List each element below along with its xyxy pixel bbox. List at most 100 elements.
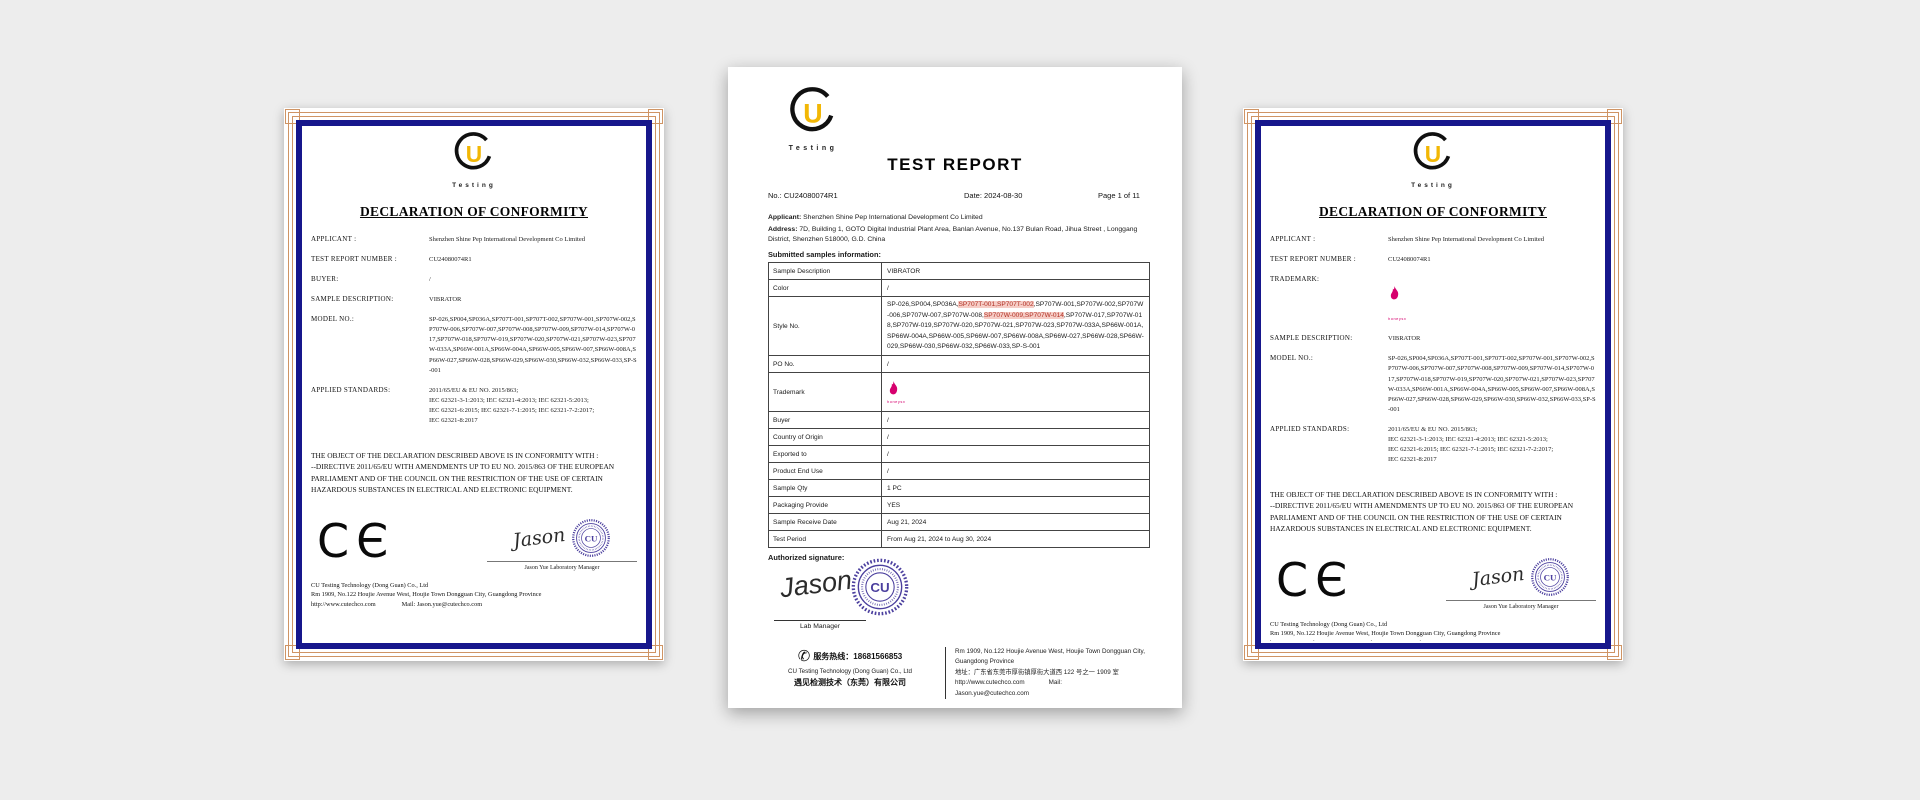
table-row: Packaging Provide YES [769, 497, 1149, 514]
table-row-trademark: Trademark honeysx [769, 373, 1149, 412]
frame-corner-ornament [648, 109, 663, 124]
certificate-footer: CU Testing Technology (Dong Guan) Co., L… [1270, 620, 1596, 641]
table-row: Sample Description VIBRATOR [769, 263, 1149, 280]
hotline: ✆ 服务热线：18681566853 [797, 648, 903, 665]
applicant-line: Applicant: Shenzhen Shine Pep Internatio… [768, 214, 983, 221]
cu-stamp-icon: CU [572, 518, 611, 557]
report-page: Page 1 of 11 [1098, 191, 1140, 200]
field-applied-standards: APPLIED STANDARDS: 2011/65/EU & EU NO. 2… [1270, 424, 1554, 463]
cu-testing-logo: U Testing [1270, 132, 1596, 189]
report-meta-row: No.: CU24080074R1 Date: 2024-08-30 Page … [768, 191, 1150, 200]
report-date: Date: 2024-08-30 [964, 191, 1023, 200]
table-row: Buyer / [769, 412, 1149, 429]
signature-jason: Jason [1470, 562, 1526, 591]
samples-table: Sample Description VIBRATOR Color / Style … [768, 262, 1150, 548]
field-report-number: TEST REPORT NUMBER : CU24080074R1 [311, 255, 472, 264]
footer-address: Rm 1909, No.122 Houjie Avenue West, Houj… [311, 591, 542, 599]
certificate-test-report: U Testing TEST REPORT No.: CU24080074R1 … [728, 67, 1182, 708]
svg-text:CU: CU [585, 533, 598, 543]
table-row: Color / [769, 280, 1149, 297]
cu-logo-icon: U [790, 87, 834, 132]
ornamental-frame [1251, 116, 1615, 653]
footer-company: CU Testing Technology (Dong Guan) Co., L… [1270, 620, 1388, 628]
table-row: PO No. / [769, 356, 1149, 373]
signature-caption: Lab Manager [774, 620, 866, 630]
footer-address-cn: 地址：广东省东莞市厚街镇厚街大道西 122 号之一 1909 室 [955, 668, 1119, 676]
trademark-caption: honeysx [887, 399, 906, 404]
field-sample-description: SAMPLE DESCRIPTION: VIBRATOR [311, 295, 462, 304]
footer-website: http://www.cutechco.com [955, 679, 1025, 687]
frame-corner-ornament [285, 645, 300, 660]
svg-text:CU: CU [1544, 572, 1557, 582]
table-row: Sample Receive Date Aug 21, 2024 [769, 514, 1149, 531]
report-no: No.: CU24080074R1 [768, 191, 838, 200]
footer-website: http://www.cutechco.com [311, 600, 376, 608]
certificate-footer: CU Testing Technology (Dong Guan) Co., L… [311, 581, 637, 609]
footer-mail: Mail: Jason.yue@cutechco.com [955, 679, 1062, 697]
svg-text:CU: CU [870, 580, 889, 595]
flame-trademark-icon [889, 381, 898, 395]
table-row: Product End Use / [769, 463, 1149, 480]
footer-address: Rm 1909, No.122 Houjie Avenue West, Houj… [1270, 630, 1501, 638]
certificate-declaration-right: U Testing DECLARATION OF CONFORMITY APPL… [1243, 108, 1623, 661]
style-no-value: SP-026,SP004,SP036A,SP707T-001,SP707T-00… [887, 301, 1144, 351]
footer-company: CU Testing Technology (Dong Guan) Co., L… [311, 581, 429, 589]
cu-logo-icon: U [1413, 132, 1451, 170]
signature-caption: Jason Yue Laboratory Manager [487, 560, 637, 571]
field-buyer: BUYER: / [311, 275, 431, 284]
svg-text:U: U [466, 141, 482, 167]
field-applied-standards: APPLIED STANDARDS: 2011/65/EU & EU NO. 2… [311, 385, 595, 424]
table-row-style-no: Style No. SP-026,SP004,SP036A,SP707T-001,… [769, 297, 1149, 356]
cu-testing-logo: U Testing [311, 132, 637, 189]
field-applicant: APPLICANT : Shenzhen Shine Pep Internati… [1270, 235, 1544, 243]
signature-jason: Jason [778, 564, 854, 604]
page-title: DECLARATION OF CONFORMITY [359, 204, 588, 219]
authorized-signature-label: Authorized signature: [768, 553, 845, 562]
frame-corner-ornament [1244, 645, 1259, 660]
ornamental-frame [292, 116, 656, 653]
frame-corner-ornament [1607, 645, 1622, 660]
footer-company-en: CU Testing Technology (Dong Guan) Co., L… [788, 668, 912, 675]
navy-border [1255, 120, 1611, 649]
navy-border [296, 120, 652, 649]
footer-address-en: Rm 1909, No.122 Houjie Avenue West, Houj… [955, 648, 1145, 666]
phone-icon: ✆ [797, 648, 811, 665]
table-row: Sample Qty 1 PC [769, 480, 1149, 497]
ornamental-frame [1247, 112, 1619, 657]
cu-logo-icon: U [454, 132, 492, 170]
field-trademark: TRADEMARK: honeysx [1270, 275, 1407, 322]
table-row: Country of Origin / [769, 429, 1149, 446]
frame-corner-ornament [1244, 109, 1259, 124]
flame-trademark-icon [1390, 286, 1399, 300]
cu-testing-logo: U Testing [783, 87, 843, 152]
field-applicant: APPLICANT : Shenzhen Shine Pep Internati… [311, 235, 585, 243]
cu-stamp-icon: CU [1531, 557, 1570, 596]
logo-wordmark: Testing [788, 145, 838, 152]
field-report-number: TEST REPORT NUMBER : CU24080074R1 [1270, 255, 1431, 264]
frame-corner-ornament [285, 109, 300, 124]
svg-text:U: U [803, 99, 822, 129]
certificate-declaration-left: U Testing DECLARATION OF CONFORMITY APPL… [284, 108, 664, 661]
conformity-statement: THE OBJECT OF THE DECLARATION DESCRIBED … [311, 450, 615, 495]
trademark-caption: honeysx [1388, 316, 1407, 322]
signature-caption: Jason Yue Laboratory Manager [1446, 599, 1596, 610]
table-row: Test Period From Aug 21, 2024 to Aug 30, … [769, 531, 1149, 547]
footer-mail: Mail: Jason.yue@cutechco.com [401, 600, 483, 608]
logo-wordmark: Testing [1411, 182, 1455, 189]
address-line: Address: 7D, Building 1, GOTO Digital In… [768, 226, 1138, 244]
field-model-no: MODEL NO.: SP-026,SP004,SP036A,SP707T-00… [1270, 354, 1596, 413]
frame-corner-ornament [1607, 109, 1622, 124]
page-title: TEST REPORT [887, 155, 1023, 174]
ce-mark: CЄ [1276, 552, 1355, 607]
footer-mail: Mail: Jason.yue@cutechco.com [1361, 640, 1441, 641]
ornamental-frame [288, 112, 660, 657]
logo-wordmark: Testing [452, 182, 496, 189]
field-sample-description: SAMPLE DESCRIPTION: VIBRATOR [1270, 334, 1421, 343]
frame-corner-ornament [648, 645, 663, 660]
footer-divider [945, 647, 946, 699]
ce-mark: CЄ [317, 513, 396, 568]
footer-company-cn: 遇见检测技术（东莞）有限公司 [794, 678, 906, 687]
cu-stamp-icon: CU [851, 558, 909, 616]
section-title: Submitted samples information: [768, 250, 881, 259]
table-row: Exported to / [769, 446, 1149, 463]
